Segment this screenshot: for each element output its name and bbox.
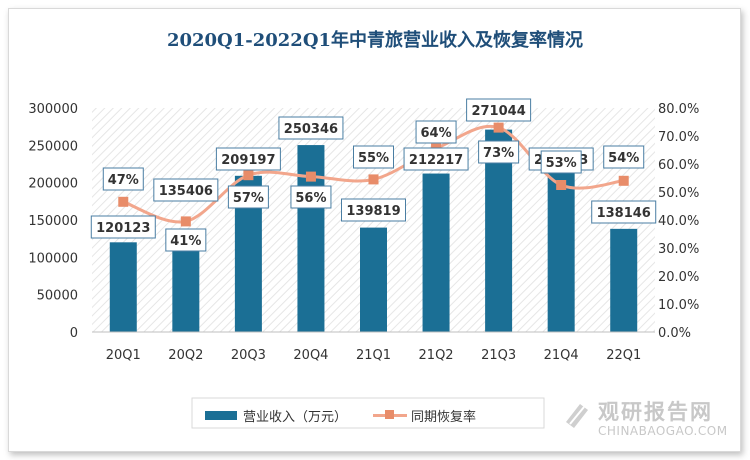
recovery-value-label-box: [478, 140, 520, 164]
legend-box: [191, 397, 545, 429]
bar-value-label: 135406: [159, 184, 213, 199]
bar-value-label-box: [466, 98, 532, 122]
x-tick-label: 20Q4: [293, 348, 328, 363]
recovery-value-label: 56%: [295, 191, 326, 206]
recovery-value-label: 73%: [483, 146, 514, 161]
y-left-tick-label: 150000: [28, 214, 78, 229]
bar-21Q1: [360, 227, 387, 332]
y-right-tick-label: 40.0%: [658, 214, 699, 229]
bar-value-label-box: [341, 198, 406, 222]
x-tick-label: 22Q1: [606, 348, 641, 363]
recovery-value-label-box: [540, 150, 582, 174]
recovery-marker-21Q3: [493, 122, 504, 133]
recovery-value-label-box: [102, 167, 144, 191]
recovery-value-label: 64%: [420, 126, 451, 141]
recovery-value-label: 53%: [546, 156, 577, 171]
bar-value-label-box: [153, 178, 219, 202]
y-left-tick-label: 100000: [28, 251, 78, 266]
x-tick-label: 21Q3: [481, 348, 516, 363]
legend-bar-swatch: [205, 410, 237, 420]
legend: 营业收入（万元） 同期恢复率: [205, 404, 476, 426]
bar-value-label: 209197: [221, 153, 275, 168]
watermark-en: CHINABAOGAO.COM: [598, 424, 728, 438]
bar-value-label-box: [90, 215, 156, 239]
y-right-tick-label: 50.0%: [658, 186, 699, 201]
bar-value-label: 271044: [471, 104, 525, 119]
x-tick-label: 20Q3: [231, 348, 266, 363]
y-left-tick-label: 250000: [28, 139, 78, 154]
bar-21Q2: [422, 173, 450, 332]
recovery-marker-20Q2: [180, 216, 191, 227]
recovery-value-label-box: [415, 120, 457, 144]
y-left-tick-label: 50000: [37, 289, 78, 304]
recovery-marker-20Q4: [305, 171, 316, 182]
bar-value-label-box: [215, 147, 281, 171]
bar-value-label-box: [278, 116, 344, 140]
y-right-tick-label: 60.0%: [658, 158, 699, 173]
bar-value-label: 120123: [96, 221, 150, 236]
recovery-marker-20Q3: [243, 170, 254, 181]
legend-line-label: 同期恢复率: [411, 409, 477, 425]
y-left-tick-label: 300000: [28, 102, 78, 117]
y-right-tick-label: 20.0%: [658, 270, 699, 285]
y-right-tick-label: 80.0%: [658, 102, 699, 117]
bar-value-label: 250346: [284, 122, 338, 137]
x-tick-label: 21Q4: [544, 348, 579, 363]
bar-value-label: 138146: [597, 206, 651, 221]
recovery-value-label: 55%: [358, 151, 389, 166]
x-tick-label: 20Q1: [106, 348, 141, 363]
recovery-value-label: 57%: [233, 191, 264, 206]
recovery-value-label: 47%: [108, 173, 139, 188]
y-right-tick-label: 70.0%: [658, 130, 699, 145]
y-left-tick-label: 0: [70, 326, 78, 341]
bar-value-label: 139819: [346, 204, 400, 219]
watermark-cn: 观研报告网: [598, 400, 713, 424]
watermark-logo-icon: [566, 404, 588, 428]
chart-title: 2020Q1-2022Q1年中青旅营业收入及恢复率情况: [166, 30, 584, 51]
y-right-tick-label: 10.0%: [658, 298, 699, 313]
recovery-marker-21Q4: [556, 180, 567, 190]
y-right-tick-label: 30.0%: [658, 242, 699, 257]
recovery-value-label-box: [227, 185, 269, 209]
x-tick-label: 20Q2: [168, 348, 203, 363]
watermark: 观研报告网 CHINABAOGAO.COM: [560, 394, 735, 444]
recovery-marker-20Q1: [118, 196, 129, 207]
recovery-value-label-box: [353, 145, 394, 169]
legend-bar-label: 营业收入（万元）: [243, 409, 348, 425]
y-left-tick-label: 200000: [28, 177, 78, 192]
recovery-value-label: 54%: [608, 151, 639, 166]
bar-value-label-box: [403, 147, 469, 171]
recovery-marker-21Q1: [368, 174, 379, 185]
recovery-value-label: 41%: [170, 234, 201, 249]
recovery-value-label-box: [165, 228, 207, 252]
legend-line-swatch: [373, 410, 408, 420]
recovery-marker-22Q1: [618, 175, 629, 186]
y-right-tick-label: 0.0%: [658, 326, 691, 341]
bar-value-label: 212217: [409, 153, 463, 168]
recovery-value-label-box: [290, 185, 332, 209]
bar-value-label-box: [591, 200, 657, 224]
bar-22Q1: [610, 228, 638, 332]
bar-20Q1: [109, 242, 137, 332]
x-tick-label: 21Q1: [356, 348, 391, 363]
x-tick-label: 21Q2: [419, 348, 454, 363]
recovery-value-label-box: [603, 145, 645, 169]
